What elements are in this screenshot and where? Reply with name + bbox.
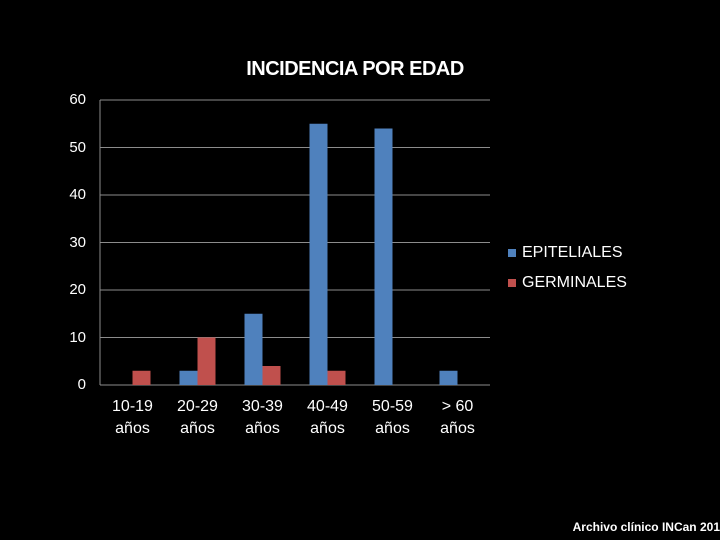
x-tick-label-line: años <box>180 420 215 437</box>
y-tick-label: 20 <box>69 281 86 298</box>
x-tick-label-line: años <box>375 420 410 437</box>
x-tick-label-line: años <box>115 420 150 437</box>
x-tick-label: 20-29 años <box>163 396 233 440</box>
bar-epiteliales-1 <box>179 370 198 385</box>
x-tick-label-line: 10-19 <box>112 398 153 415</box>
y-tick-label: 30 <box>69 233 86 251</box>
chart-legend: EPITELIALES GERMINALES <box>508 238 627 298</box>
bar-germinales-3 <box>327 370 346 385</box>
bar-epiteliales-2 <box>244 313 263 385</box>
y-tick-label: 40 <box>69 186 86 203</box>
x-tick-label-line: 30-39 <box>242 398 283 415</box>
x-tick-label-line: 50-59 <box>372 398 413 415</box>
legend-swatch-germinales <box>508 279 516 287</box>
bar-germinales-2 <box>262 366 281 385</box>
chart-title: INCIDENCIA POR EDAD <box>246 58 464 80</box>
x-tick-label-line: 40-49 <box>307 398 348 415</box>
x-tick-label-line: años <box>310 420 345 437</box>
x-tick-label: > 60 años <box>423 396 493 440</box>
legend-item-epiteliales: EPITELIALES <box>508 238 627 268</box>
y-tick-label: 10 <box>69 328 86 346</box>
legend-swatch-epiteliales <box>508 249 516 257</box>
x-tick-label-line: > 60 <box>441 398 474 415</box>
x-tick-label-line: años <box>440 420 475 437</box>
legend-label-epiteliales: EPITELIALES <box>522 244 623 261</box>
bar-epiteliales-4 <box>374 128 393 385</box>
y-tick-label: 50 <box>69 138 86 156</box>
legend-item-germinales: GERMINALES <box>508 268 627 298</box>
x-tick-label: 40-49 años <box>293 396 363 440</box>
y-tick-label: 60 <box>69 91 86 108</box>
x-tick-label: 10-19 años <box>98 396 168 440</box>
x-tick-label-line: años <box>245 420 280 437</box>
bar-germinales-1 <box>197 337 216 385</box>
bar-germinales-0 <box>132 370 151 385</box>
source-note: Archivo clínico INCan 201 <box>572 520 720 534</box>
x-tick-label: 30-39 años <box>228 396 298 440</box>
bar-epiteliales-5 <box>439 370 458 385</box>
legend-label-germinales: GERMINALES <box>522 274 627 291</box>
y-tick-label: 0 <box>77 376 86 393</box>
x-tick-label: 50-59 años <box>358 396 428 440</box>
bar-epiteliales-3 <box>309 123 328 385</box>
x-tick-label-line: 20-29 <box>177 398 218 415</box>
